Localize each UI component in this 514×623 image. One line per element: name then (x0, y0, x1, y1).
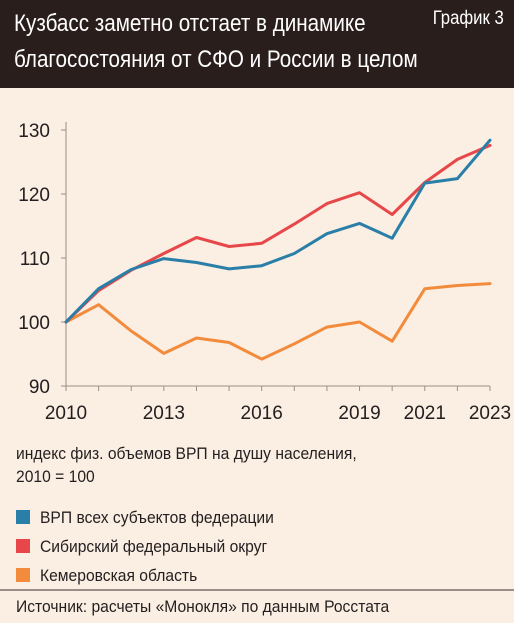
chart-axes: 90 100 110 120 130 2010 2013 2016 2019 2021 2023 (18, 121, 511, 424)
chart-series (64, 138, 492, 361)
y-tick-label: 100 (18, 313, 50, 334)
y-tick-label: 90 (29, 377, 50, 398)
legend-label: Сибирский федеральный округ (40, 537, 268, 556)
legend-item: ВРП всех субъектов федерации (16, 503, 294, 532)
legend-swatch (16, 539, 30, 553)
legend-swatch (16, 568, 30, 582)
chart-note-line-2: 2010 = 100 (16, 467, 95, 486)
chart-legend: ВРП всех субъектов федерации Сибирский ф… (16, 503, 294, 590)
series-line (64, 143, 492, 324)
legend-item: Кемеровская область (16, 561, 294, 590)
chart-note-line-1: индекс физ. объемов ВРП на душу населени… (16, 444, 357, 463)
line-chart: 90 100 110 120 130 2010 2013 2016 2019 2021 2023 (18, 121, 511, 424)
x-tick-label: 2016 (241, 403, 283, 424)
legend-item: Сибирский федеральный округ (16, 532, 294, 561)
x-tick-label: 2023 (469, 403, 511, 424)
legend-label: ВРП всех субъектов федерации (40, 508, 274, 527)
x-tick-label: 2021 (404, 403, 446, 424)
y-tick-label: 120 (18, 185, 50, 206)
x-tick-label: 2010 (45, 403, 87, 424)
series-line (64, 282, 492, 361)
source-note: Источник: расчеты «Монокля» по данным Ро… (16, 597, 390, 616)
y-tick-label: 130 (18, 121, 50, 142)
chart-header: Кузбасс заметно отстает в динамике благо… (0, 0, 514, 88)
legend-swatch (16, 510, 30, 524)
chart-title: Кузбасс заметно отстает в динамике благо… (14, 6, 418, 78)
y-tick-label: 110 (20, 249, 50, 270)
x-tick-label: 2019 (338, 403, 380, 424)
source-divider (0, 589, 514, 591)
chart-note: индекс физ. объемов ВРП на душу населени… (16, 442, 357, 488)
legend-label: Кемеровская область (40, 566, 198, 585)
chart-title-line-2: благосостояния от СФО и России в целом (14, 46, 418, 73)
series-line (64, 138, 492, 324)
chart-title-line-1: Кузбасс заметно отстает в динамике (14, 10, 366, 37)
x-tick-label: 2013 (143, 403, 185, 424)
figure-label: График 3 (432, 8, 504, 29)
